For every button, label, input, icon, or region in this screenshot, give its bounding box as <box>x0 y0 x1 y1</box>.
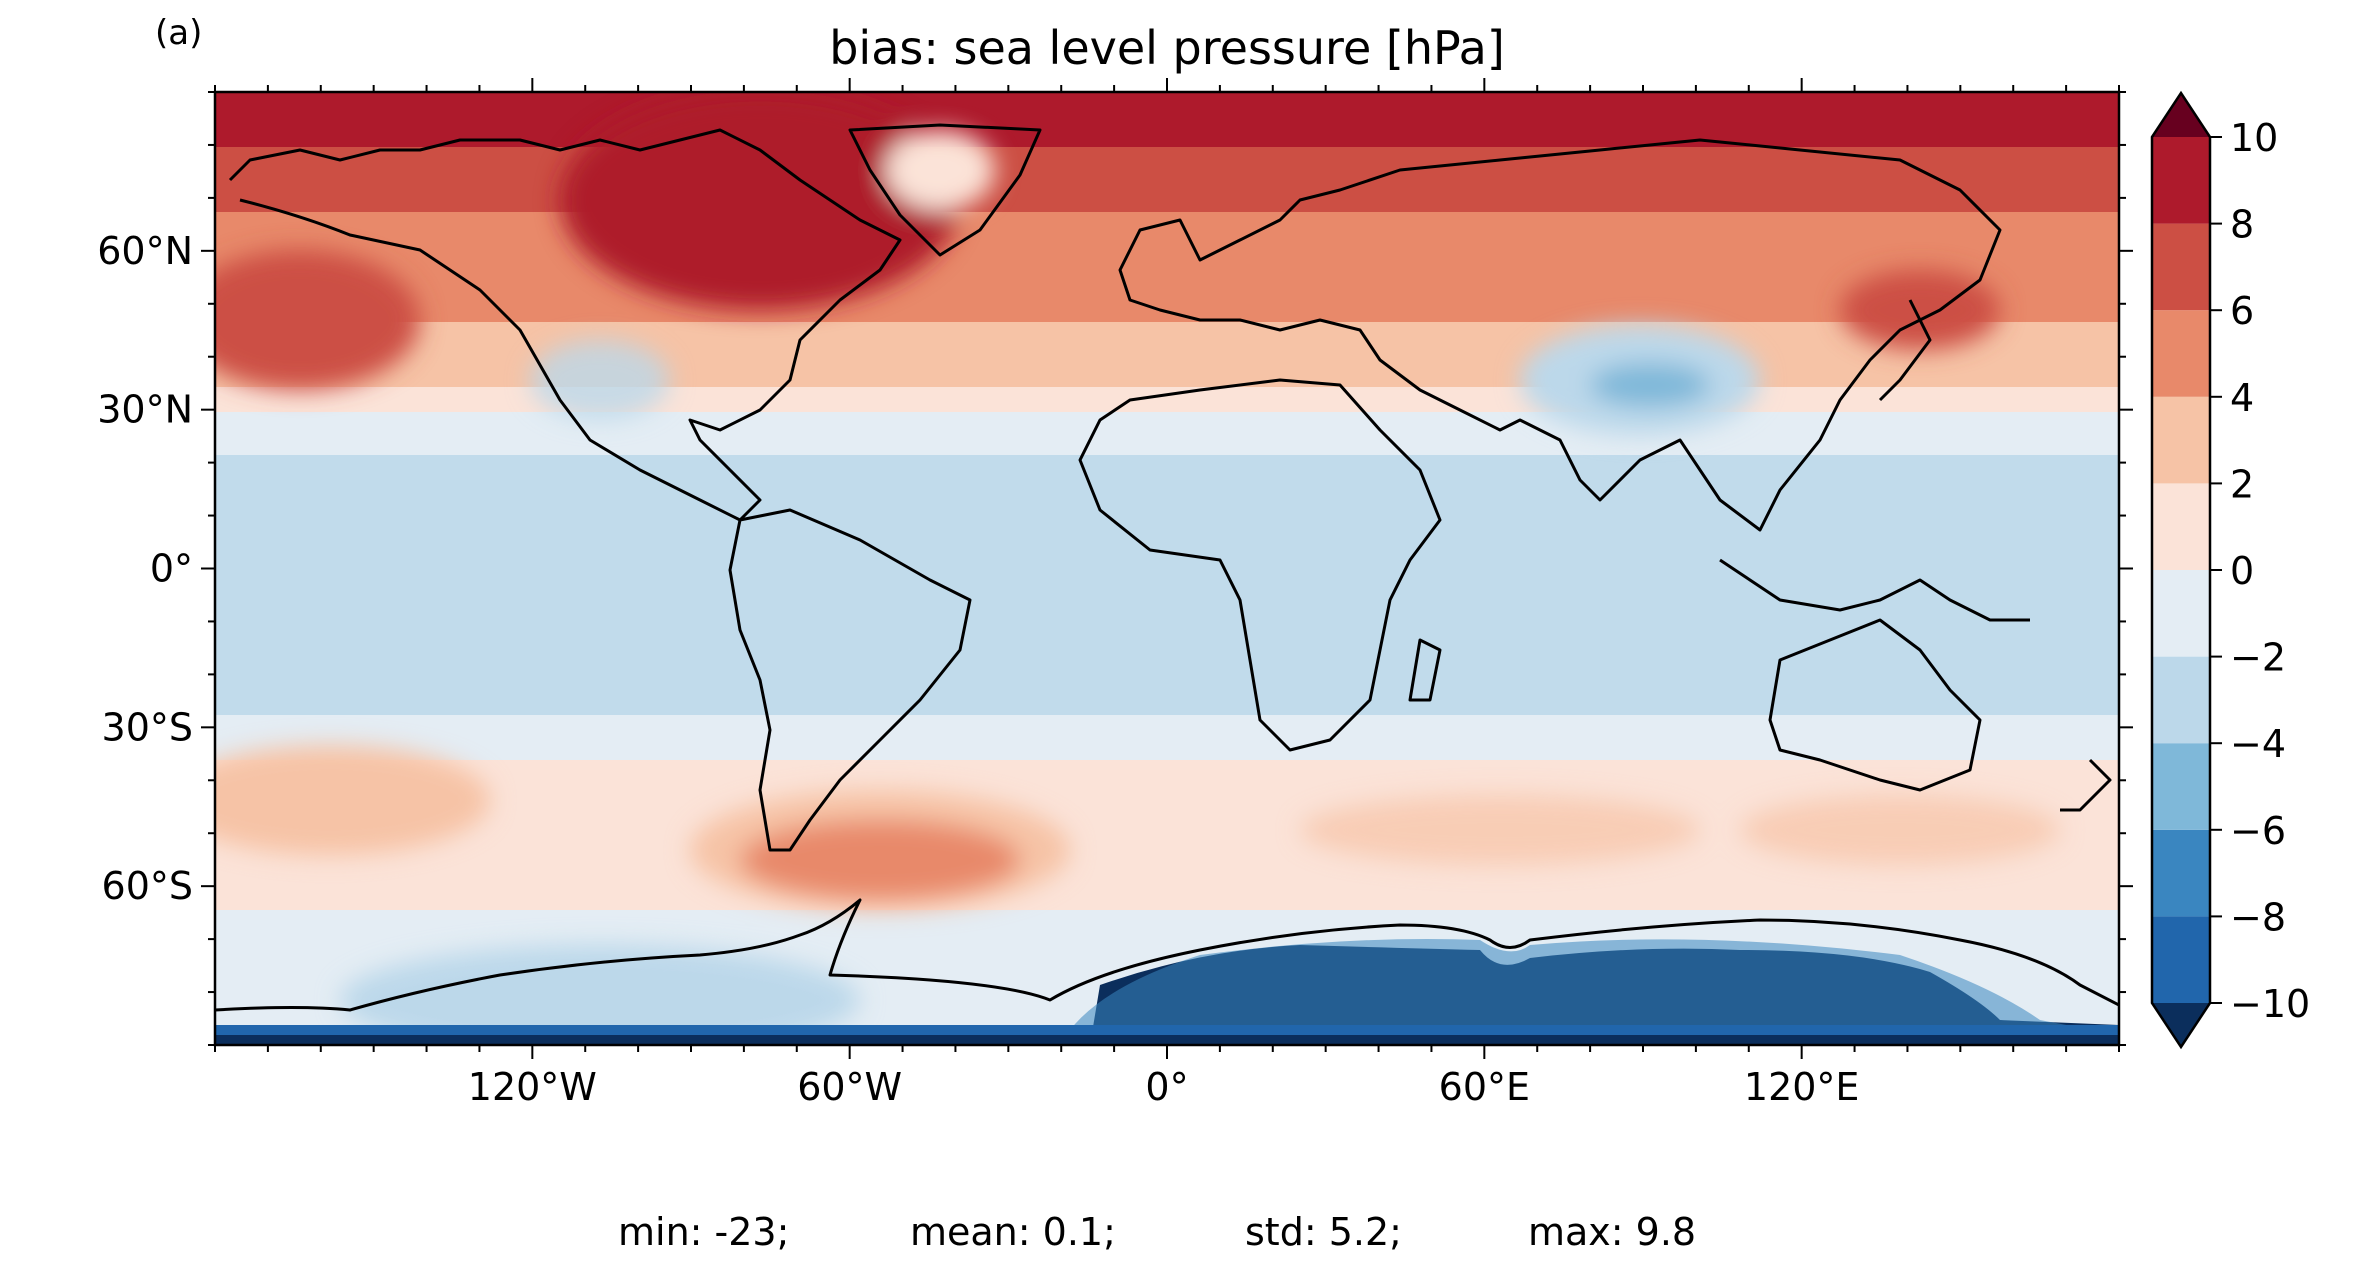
x-tick-label: 0° <box>1145 1065 1188 1109</box>
field-region <box>215 745 490 855</box>
colorbar: −10 −8 −6 −4 −2 0 2 4 6 8 10 <box>2150 90 2310 1050</box>
coastline-madagascar <box>1408 638 1442 702</box>
coastline-japan <box>1878 299 1932 402</box>
stat-mean: mean: 0.1; <box>910 1210 1116 1254</box>
colorbar-tick-label: −4 <box>2230 722 2286 766</box>
colorbar-segment <box>2152 743 2210 830</box>
coastline-africa <box>1078 378 1442 752</box>
colorbar-extend-over <box>2152 93 2210 137</box>
colorbar-segment <box>2152 916 2210 1003</box>
field-band <box>215 455 2119 715</box>
field-region <box>1740 795 2060 865</box>
field-region <box>1300 795 1700 865</box>
x-tick-label: 60°E <box>1439 1065 1530 1109</box>
field-region <box>560 92 960 310</box>
y-tick-label: 0° <box>150 547 193 591</box>
coastline-australia <box>1768 618 1982 792</box>
field-region <box>885 130 995 210</box>
coastline-north-america <box>228 128 902 522</box>
coastline-greenland <box>848 123 1042 257</box>
coastline-new-zealand <box>2060 758 2112 812</box>
panel-label: (a) <box>155 13 202 53</box>
map-plot-area <box>215 92 2119 1045</box>
colorbar-tick-label: 0 <box>2230 549 2254 593</box>
colorbar-tick-label: 6 <box>2230 289 2254 333</box>
field-region <box>1060 939 2119 1045</box>
coastline-indonesia <box>1719 558 2030 622</box>
field-region <box>530 340 670 420</box>
colorbar-segment <box>2152 656 2210 744</box>
field-band <box>215 1035 2119 1045</box>
colorbar-tick-label: 4 <box>2230 376 2254 420</box>
colorbar-tick-label: −2 <box>2230 636 2286 680</box>
colorbar-tick-label: 8 <box>2230 203 2254 247</box>
x-tick-label: 60°W <box>797 1065 902 1109</box>
stat-max: max: 9.8 <box>1528 1210 1696 1254</box>
stat-std: std: 5.2; <box>1245 1210 1402 1254</box>
colorbar-tick-label: −10 <box>2230 982 2310 1026</box>
field-region <box>1840 270 2000 350</box>
colorbar-segment <box>2152 829 2210 917</box>
colorbar-segment <box>2152 223 2210 311</box>
y-tick-label: 30°S <box>102 705 193 749</box>
field-region <box>340 945 860 1045</box>
colorbar-segment <box>2152 137 2210 224</box>
x-tick-label: 120°W <box>468 1065 597 1109</box>
colorbar-segment <box>2152 396 2210 484</box>
y-tick-label: 60°S <box>102 864 193 908</box>
x-tick-label: 120°E <box>1744 1065 1860 1109</box>
y-tick-label: 30°N <box>97 388 193 432</box>
colorbar-tick-label: −6 <box>2230 809 2286 853</box>
colorbar-segment <box>2152 310 2210 397</box>
field-band <box>215 92 2119 147</box>
field-region <box>1590 363 1710 407</box>
map-title: bias: sea level pressure [hPa] <box>829 21 1505 75</box>
coastline-eurasia <box>1118 138 2002 532</box>
coastline-antarctica <box>215 898 2119 1012</box>
coastline-south-america <box>728 508 972 852</box>
colorbar-tick-label: −8 <box>2230 895 2286 939</box>
stats-footer: min: -23; mean: 0.1; std: 5.2; max: 9.8 <box>618 1210 1696 1254</box>
colorbar-segment <box>2152 570 2210 657</box>
colorbar-extend-under <box>2152 1003 2210 1047</box>
colorbar-tick-label: 10 <box>2230 116 2278 160</box>
axis-ticks: 120°W 60°W 0° 60°E 120°E 60°N 30°N 0° 30°S 60°S <box>97 78 2133 1109</box>
field-region <box>215 250 420 390</box>
field-region <box>740 820 1020 900</box>
colorbar-segment <box>2152 483 2210 570</box>
y-tick-label: 60°N <box>97 229 193 273</box>
stat-min: min: -23; <box>618 1210 789 1254</box>
colorbar-tick-label: 2 <box>2230 462 2254 506</box>
coastlines <box>215 123 2119 1012</box>
